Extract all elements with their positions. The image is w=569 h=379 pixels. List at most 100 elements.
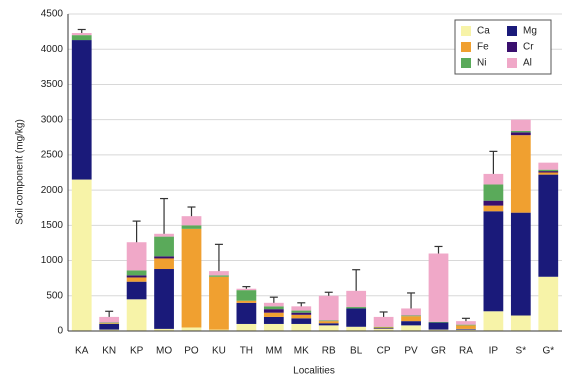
bar-segment <box>511 120 531 131</box>
bar-segment <box>209 271 229 275</box>
legend-swatch <box>461 26 471 36</box>
chart: Soil component (mg/kg) Localities 0 500 10… <box>0 0 569 379</box>
error-bar <box>325 292 333 296</box>
bar-segment <box>182 327 202 331</box>
x-tick-label: BL <box>350 346 363 357</box>
x-tick-label: G* <box>542 346 554 357</box>
legend-swatch <box>461 58 471 68</box>
bar-segment <box>319 323 339 325</box>
x-tick-label: GR <box>431 346 446 357</box>
y-tick-label: 0 <box>57 326 63 337</box>
y-tick-label: 3500 <box>41 79 64 90</box>
x-tick-label: MO <box>156 346 172 357</box>
bar-segment <box>511 132 531 135</box>
bar-segment <box>456 329 476 330</box>
y-tick-label: 500 <box>46 290 63 301</box>
bar-segment <box>374 327 394 328</box>
x-tick-label: RB <box>322 346 336 357</box>
legend-label: Fe <box>477 42 489 53</box>
error-bar <box>462 318 470 321</box>
bar-segment <box>264 309 284 313</box>
bar-segment <box>127 270 147 275</box>
y-tick-label: 1500 <box>41 220 64 231</box>
legend-swatch <box>461 42 471 52</box>
bar-segment <box>538 170 558 171</box>
bar-segment <box>511 316 531 331</box>
bar-segment <box>127 277 147 281</box>
x-tick-label: MK <box>294 346 309 357</box>
bar-segment <box>346 307 366 308</box>
bar-segment <box>154 258 174 269</box>
bar-segment <box>401 321 421 325</box>
bar-segment <box>484 211 504 311</box>
bar-segment <box>401 316 421 317</box>
y-axis-label: Soil component (mg/kg) <box>15 119 26 225</box>
error-bar <box>133 221 141 242</box>
bar-segment <box>456 325 476 329</box>
bar-segment <box>264 313 284 317</box>
bar-segment <box>538 173 558 175</box>
bar-segment <box>346 308 366 326</box>
bar-segment <box>456 325 476 326</box>
bar-segment <box>154 256 174 258</box>
bar-segment <box>291 306 311 310</box>
x-tick-label: PO <box>184 346 199 357</box>
bar-segment <box>72 40 92 179</box>
bar-segment <box>374 327 394 328</box>
bar-segment <box>401 316 421 321</box>
bar-segment <box>237 303 257 324</box>
error-bar <box>78 29 86 33</box>
x-tick-label: S* <box>516 346 527 357</box>
bar-segment <box>291 313 311 315</box>
bar-segment <box>538 175 558 277</box>
x-tick-label: PV <box>404 346 418 357</box>
error-bar <box>352 270 360 291</box>
bar-segment <box>538 171 558 172</box>
bar-segment <box>154 269 174 329</box>
bar-segment <box>374 317 394 327</box>
bar-segment <box>264 306 284 309</box>
y-tick-label: 3000 <box>41 114 64 125</box>
legend-swatch <box>507 58 517 68</box>
bar-segment <box>319 325 339 331</box>
bar-segment <box>209 277 229 330</box>
x-axis-label: Localities <box>293 366 335 377</box>
legend-swatch <box>507 26 517 36</box>
error-bar <box>270 297 278 303</box>
bar-segment <box>99 317 119 323</box>
error-bar <box>215 244 223 271</box>
x-tick-label: IP <box>489 346 499 357</box>
bar-segment <box>264 303 284 307</box>
bar-segment <box>319 296 339 321</box>
legend-swatch <box>507 42 517 52</box>
error-bar <box>188 207 196 216</box>
bar-segment <box>538 277 558 331</box>
legend-label: Al <box>523 58 532 69</box>
bar-segment <box>154 237 174 257</box>
y-tick-label: 4500 <box>41 9 64 20</box>
bar-segment <box>291 311 311 313</box>
x-tick-label: TH <box>240 346 253 357</box>
bar-segment <box>346 327 366 331</box>
bar-segment <box>182 225 202 229</box>
bar-segment <box>237 289 257 290</box>
x-tick-label: KA <box>75 346 89 357</box>
y-tick-label: 1000 <box>41 255 64 266</box>
x-tick-label: MM <box>265 346 282 357</box>
bar-segment <box>264 317 284 324</box>
x-tick-label: KN <box>102 346 116 357</box>
y-tick-label: 2500 <box>41 150 64 161</box>
bar-segment <box>429 323 449 330</box>
bar-segment <box>99 323 119 324</box>
bar-segment <box>237 301 257 303</box>
error-bar <box>380 312 388 317</box>
bar-segment <box>72 35 92 40</box>
legend-label: Mg <box>523 26 537 37</box>
bar-segment <box>182 216 202 225</box>
error-bar <box>105 311 113 317</box>
bar-segment <box>182 229 202 328</box>
error-bar <box>435 246 443 253</box>
bar-segment <box>154 234 174 237</box>
bar-segment <box>456 321 476 325</box>
bar-segment <box>99 324 119 330</box>
